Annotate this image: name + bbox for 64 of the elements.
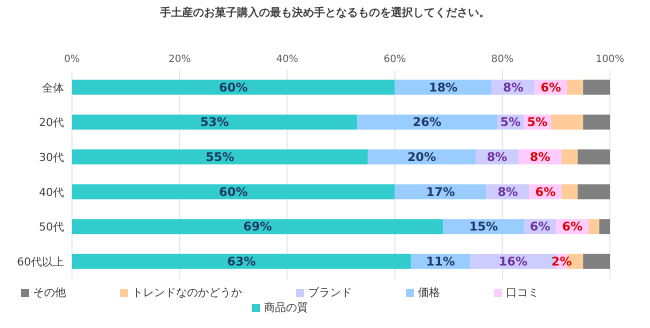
- data-label: 15%: [469, 220, 498, 234]
- y-tick-label: 40代: [39, 186, 64, 199]
- y-tick-label: 30代: [39, 150, 64, 164]
- data-label: 2%: [551, 254, 572, 268]
- data-label: 8%: [530, 150, 550, 164]
- data-label: 5%: [527, 115, 548, 130]
- x-tick-label: 100%: [596, 54, 624, 65]
- bar: [394, 80, 492, 95]
- data-label: 53%: [200, 115, 229, 130]
- legend-label: トレンドなのかどうか: [132, 286, 242, 299]
- bar: [368, 149, 476, 164]
- x-tick-label: 80%: [491, 54, 514, 65]
- bar: [72, 114, 358, 130]
- bar: [583, 80, 610, 95]
- bar: [583, 254, 610, 269]
- bar: [562, 149, 578, 164]
- y-tick-label: 20代: [39, 116, 64, 130]
- data-label: 69%: [243, 220, 272, 234]
- x-tick-label: 40%: [276, 54, 298, 65]
- legend-label: 口コミ: [506, 286, 539, 299]
- bar: [72, 184, 395, 200]
- y-tick-label: 全体: [42, 81, 64, 94]
- bar: [72, 149, 368, 164]
- bar: [599, 219, 610, 234]
- data-label: 6%: [562, 220, 583, 234]
- bar: [72, 80, 395, 95]
- data-label: 6%: [540, 80, 562, 94]
- data-label: 63%: [227, 254, 256, 268]
- chart-title: 手土産のお菓子購入の最も決め手となるものを選択してください。: [159, 5, 491, 20]
- data-label: 60%: [219, 80, 248, 94]
- data-label: 55%: [206, 150, 234, 164]
- data-label: 11%: [426, 254, 455, 268]
- bar: [394, 184, 486, 200]
- y-tick-label: 60代以上: [17, 255, 64, 268]
- data-label: 8%: [502, 80, 524, 94]
- legend-label: ブランド: [308, 286, 352, 299]
- y-tick-label: 50代: [39, 220, 64, 234]
- bar: [72, 219, 444, 234]
- x-tick-label: 0%: [64, 54, 80, 65]
- data-label: 8%: [498, 184, 518, 199]
- data-label: 60%: [219, 184, 248, 199]
- data-label: 8%: [486, 150, 508, 164]
- data-label: 16%: [498, 254, 528, 268]
- bar: [72, 254, 411, 269]
- data-label: 26%: [412, 115, 442, 130]
- data-label: 20%: [407, 150, 436, 164]
- data-label: 6%: [530, 220, 550, 234]
- bar: [357, 114, 498, 130]
- bar: [566, 80, 584, 95]
- bar: [583, 114, 610, 130]
- x-tick-label: 60%: [384, 54, 406, 65]
- data-label: 17%: [426, 184, 455, 199]
- data-label: 18%: [428, 80, 458, 94]
- bar: [578, 184, 610, 200]
- legend-label: 価格: [418, 286, 440, 299]
- x-tick-label: 20%: [168, 54, 191, 65]
- bar: [562, 184, 578, 200]
- bar: [578, 149, 610, 164]
- legend-label: 商品の質: [264, 301, 308, 314]
- data-label: 6%: [535, 184, 556, 199]
- bar: [588, 219, 600, 234]
- bar: [550, 114, 584, 130]
- legend-label: その他: [33, 286, 66, 299]
- data-label: 5%: [500, 115, 521, 130]
